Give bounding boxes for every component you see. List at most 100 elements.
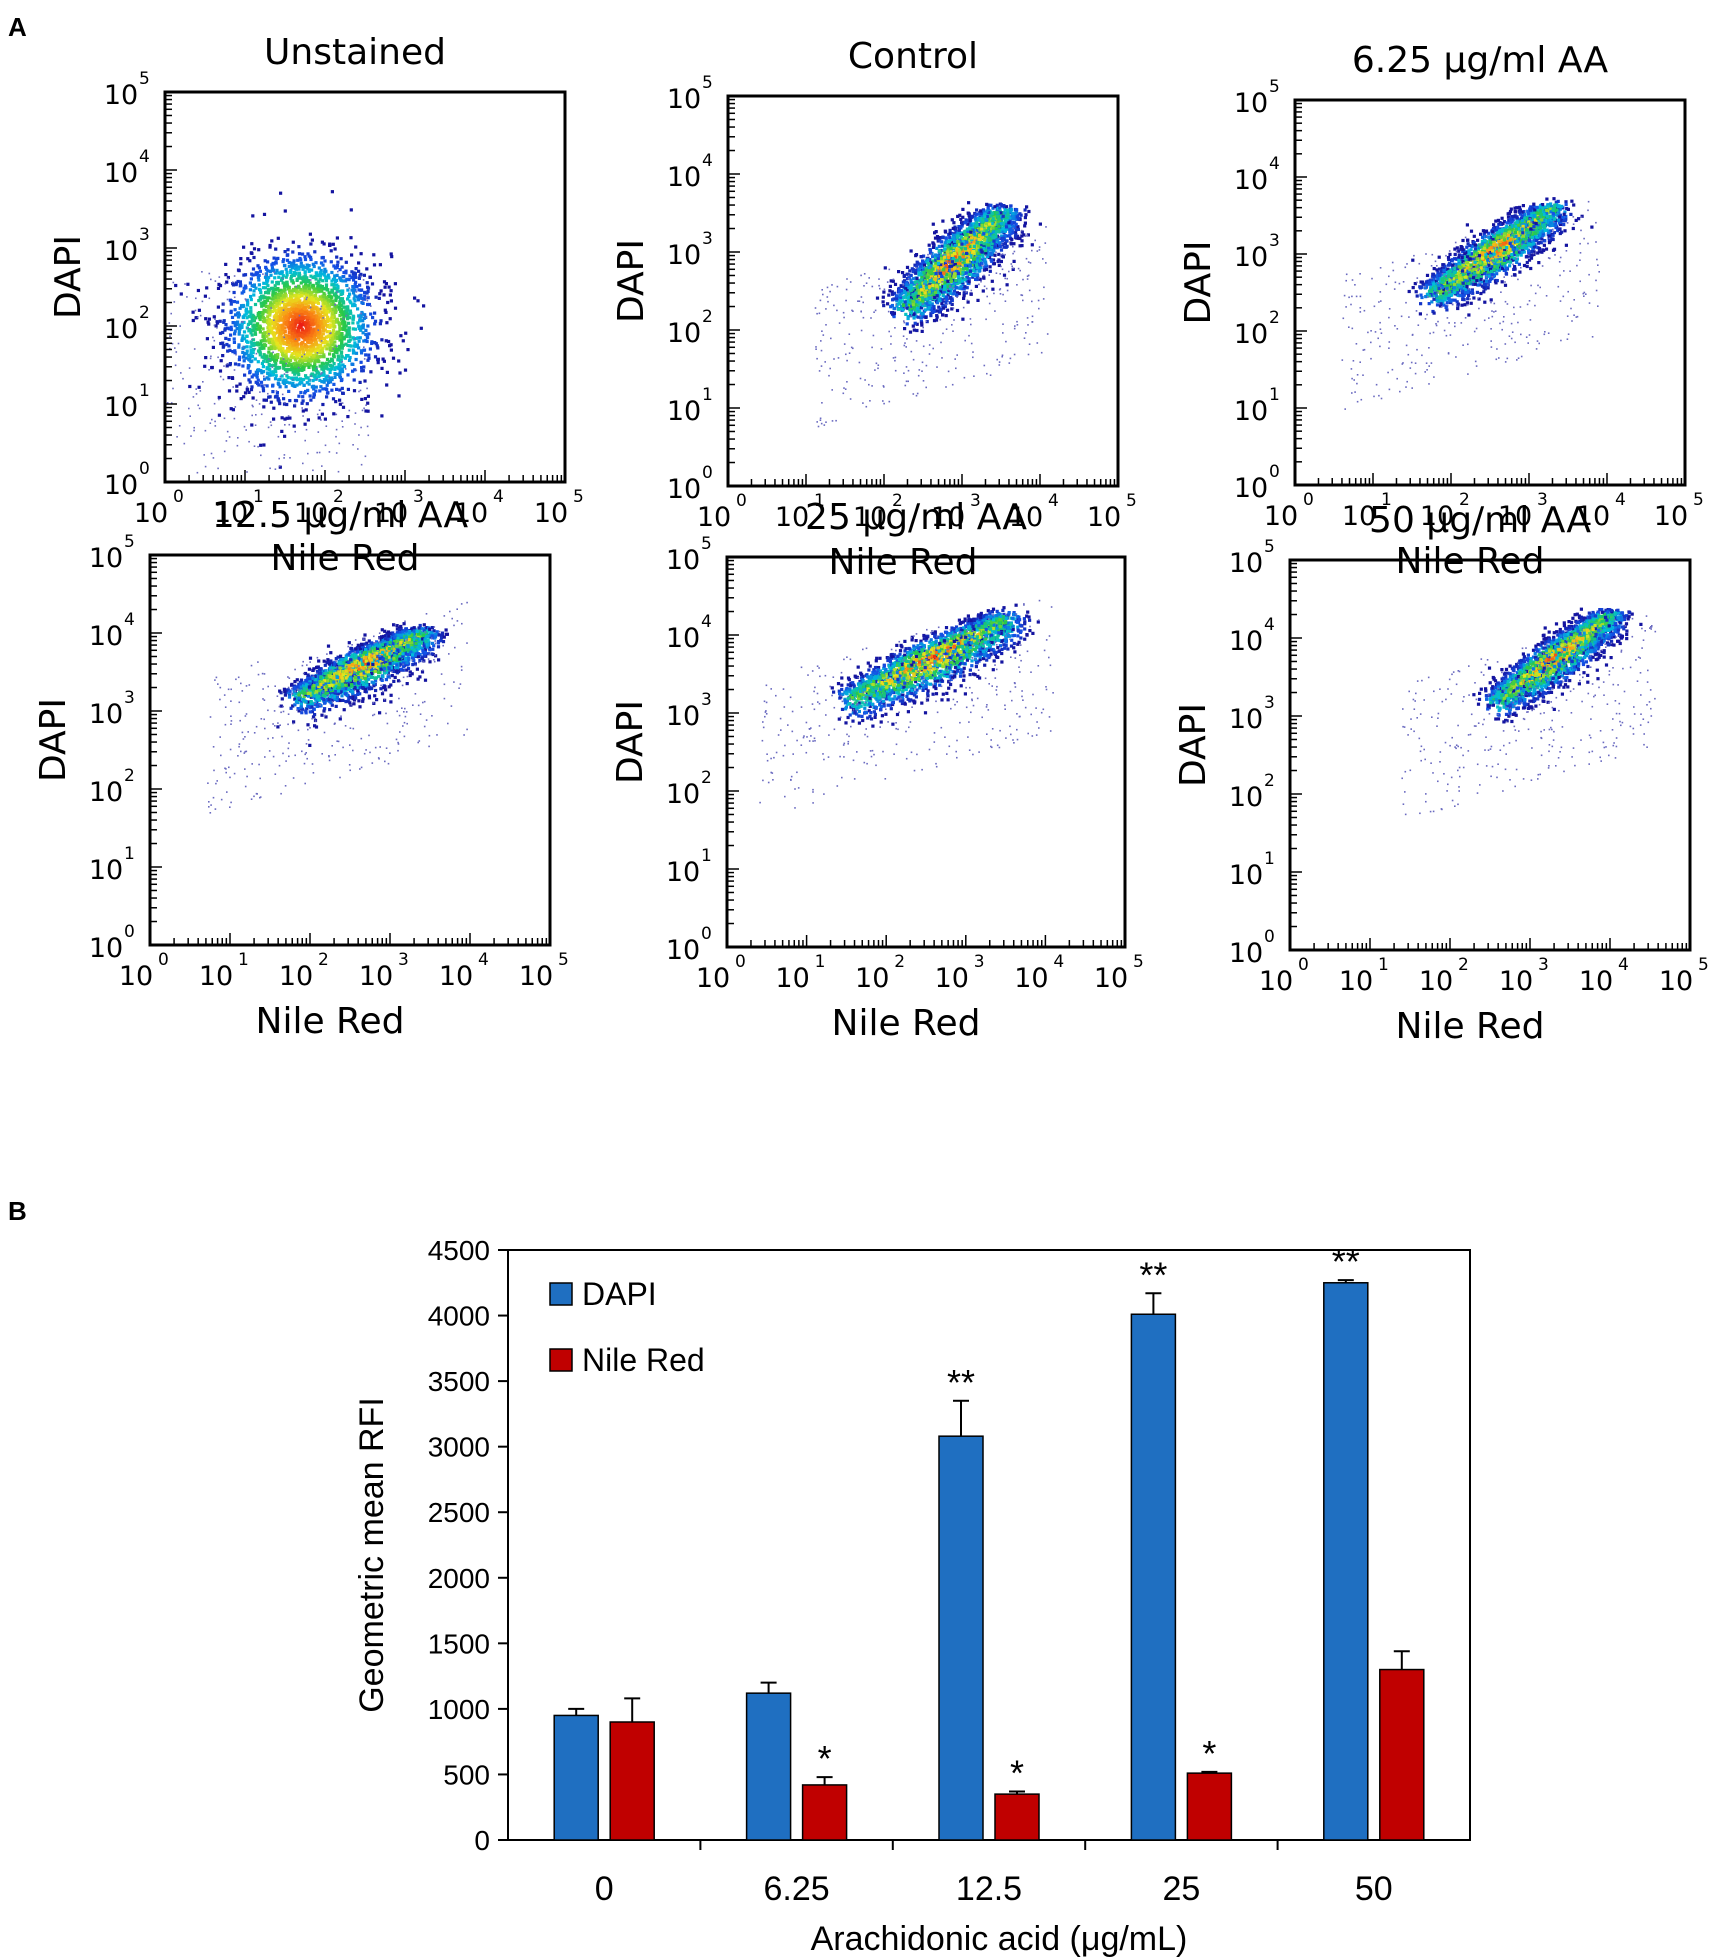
plot-frame	[148, 553, 552, 947]
x-axis-label: Nile Red	[271, 538, 420, 579]
y-tick-label: 10	[89, 777, 123, 808]
y-axis-label: DAPI	[33, 698, 74, 782]
y-tick-label: 10	[1234, 319, 1268, 350]
bar-dapi	[938, 1435, 984, 1841]
y-tick-exponent: 4	[701, 612, 712, 632]
x-tick-exponent: 4	[1615, 490, 1626, 510]
x-tick-label: 0	[595, 1870, 614, 1908]
x-tick-exponent: 1	[253, 487, 264, 507]
y-tick-label: 2000	[428, 1563, 490, 1594]
y-tick-exponent: 5	[139, 69, 150, 89]
x-tick-exponent: 4	[1048, 491, 1059, 511]
axis-ticks	[1294, 102, 1683, 486]
x-tick-label: 10	[134, 498, 168, 529]
y-tick-label: 10	[667, 474, 701, 505]
y-tick-label: 10	[666, 623, 700, 654]
y-tick-label: 10	[1229, 548, 1263, 579]
x-axis-label: Nile Red	[1396, 1006, 1545, 1047]
panel-title: Control	[848, 36, 978, 77]
y-tick-label: 10	[1234, 396, 1268, 427]
y-tick-exponent: 1	[1264, 849, 1275, 869]
y-tick-exponent: 0	[702, 463, 713, 483]
y-tick-exponent: 3	[139, 225, 150, 245]
bar-dapi	[745, 1692, 792, 1841]
y-tick-label: 10	[667, 396, 701, 427]
x-tick-label: 10	[1259, 966, 1293, 997]
legend-label: Nile Red	[582, 1342, 705, 1378]
y-tick-label: 10	[666, 701, 700, 732]
density-points	[1401, 607, 1657, 816]
bar-x-axis-label: Arachidonic acid (μg/mL)	[811, 1920, 1188, 1958]
axis-ticks	[164, 94, 563, 483]
x-tick-label: 10	[935, 963, 969, 994]
y-tick-label: 10	[89, 699, 123, 730]
panel-title: 6.25 μg/ml AA	[1352, 40, 1609, 81]
panel-title: 12.5 μg/ml AA	[212, 495, 469, 536]
x-tick-label: 12.5	[956, 1870, 1022, 1908]
x-tick-exponent: 0	[1298, 955, 1309, 975]
panel-title: Unstained	[264, 32, 446, 73]
y-tick-label: 4500	[428, 1235, 490, 1266]
density-points	[759, 599, 1054, 809]
x-tick-exponent: 0	[158, 950, 169, 970]
y-tick-label: 10	[667, 318, 701, 349]
x-tick-label: 10	[519, 961, 553, 992]
axis-ticks	[1289, 562, 1688, 951]
x-tick-label: 10	[1654, 501, 1688, 532]
y-tick-label: 10	[666, 545, 700, 576]
x-tick-exponent: 2	[894, 952, 905, 972]
y-tick-exponent: 4	[124, 610, 135, 630]
bar-nile-red	[609, 1721, 655, 1841]
density-points	[207, 601, 468, 814]
x-tick-exponent: 5	[558, 950, 569, 970]
x-tick-label: 25	[1162, 1870, 1200, 1908]
y-tick-exponent: 1	[1269, 385, 1280, 405]
panel-b-letter: B	[8, 1196, 27, 1226]
bar-chart: 0 500 1000 1500 2000 2500 3000 3500 4000 4500 0 6.2…	[353, 1235, 1471, 1958]
y-tick-exponent: 2	[124, 766, 135, 786]
y-tick-exponent: 1	[139, 381, 150, 401]
x-tick-exponent: 2	[1459, 490, 1470, 510]
y-tick-label: 10	[89, 621, 123, 652]
y-tick-exponent: 2	[701, 768, 712, 788]
panel-a-letter: A	[8, 12, 27, 42]
y-tick-label: 10	[667, 162, 701, 193]
significance-marker: **	[947, 1362, 975, 1403]
plot-frame	[1288, 558, 1692, 952]
y-tick-label: 3000	[428, 1432, 490, 1463]
flow-cytometry-panels: Unstained1001001011011021021031031041041…	[33, 32, 1709, 1047]
y-axis-label: DAPI	[1178, 240, 1219, 324]
x-tick-label: 10	[1579, 966, 1613, 997]
y-tick-label: 500	[443, 1759, 490, 1790]
legend-label: DAPI	[582, 1276, 657, 1312]
y-tick-exponent: 0	[139, 459, 150, 479]
panel-title: 25 μg/ml AA	[805, 497, 1027, 538]
y-tick-exponent: 2	[1264, 771, 1275, 791]
y-tick-exponent: 3	[702, 229, 713, 249]
plot-frame	[726, 94, 1120, 488]
y-tick-exponent: 5	[702, 73, 713, 93]
y-tick-label: 10	[1229, 782, 1263, 813]
x-tick-label: 10	[214, 498, 248, 529]
y-tick-label: 10	[1234, 165, 1268, 196]
y-tick-label: 1500	[428, 1628, 490, 1659]
x-tick-exponent: 0	[736, 491, 747, 511]
x-tick-label: 10	[1014, 963, 1048, 994]
y-tick-label: 10	[89, 543, 123, 574]
x-tick-exponent: 0	[173, 487, 184, 507]
y-tick-exponent: 5	[1264, 537, 1275, 557]
x-tick-label: 10	[1419, 966, 1453, 997]
axis-ticks	[726, 559, 1123, 948]
y-tick-label: 4000	[428, 1301, 490, 1332]
y-tick-label: 10	[666, 779, 700, 810]
x-tick-exponent: 0	[735, 952, 746, 972]
bar-nile-red	[1186, 1772, 1233, 1841]
y-tick-exponent: 4	[702, 151, 713, 171]
x-tick-label: 10	[1420, 501, 1454, 532]
y-tick-label: 10	[104, 314, 138, 345]
plot-frame	[725, 555, 1127, 949]
x-tick-exponent: 2	[318, 950, 329, 970]
y-tick-label: 10	[1234, 242, 1268, 273]
y-axis-label: DAPI	[48, 235, 89, 319]
